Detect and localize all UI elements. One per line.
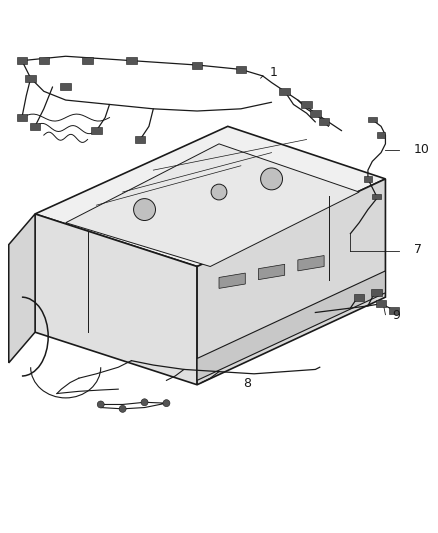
FancyBboxPatch shape (135, 136, 145, 143)
Polygon shape (219, 273, 245, 288)
FancyBboxPatch shape (236, 66, 246, 73)
FancyBboxPatch shape (389, 307, 399, 314)
FancyBboxPatch shape (377, 133, 385, 138)
Polygon shape (66, 144, 359, 266)
FancyBboxPatch shape (30, 123, 40, 130)
Circle shape (163, 400, 170, 407)
FancyBboxPatch shape (301, 101, 312, 108)
FancyBboxPatch shape (17, 57, 27, 64)
FancyBboxPatch shape (17, 114, 27, 121)
Circle shape (261, 168, 283, 190)
FancyBboxPatch shape (376, 300, 386, 307)
Polygon shape (35, 126, 385, 266)
Polygon shape (9, 214, 35, 363)
FancyBboxPatch shape (39, 57, 49, 64)
Polygon shape (197, 271, 385, 381)
FancyBboxPatch shape (368, 117, 377, 123)
FancyBboxPatch shape (279, 88, 290, 95)
Circle shape (97, 401, 104, 408)
FancyBboxPatch shape (354, 294, 364, 301)
Text: 1: 1 (269, 66, 277, 79)
Text: 9: 9 (392, 309, 400, 322)
Polygon shape (197, 179, 385, 385)
Text: 8: 8 (243, 377, 251, 390)
FancyBboxPatch shape (192, 61, 202, 69)
FancyBboxPatch shape (82, 57, 93, 64)
FancyBboxPatch shape (60, 84, 71, 91)
FancyBboxPatch shape (319, 118, 329, 125)
Circle shape (211, 184, 227, 200)
Polygon shape (35, 214, 197, 385)
Polygon shape (258, 264, 285, 280)
Text: 7: 7 (414, 244, 422, 256)
Circle shape (141, 399, 148, 406)
FancyBboxPatch shape (372, 194, 381, 199)
FancyBboxPatch shape (364, 176, 372, 182)
FancyBboxPatch shape (371, 289, 382, 296)
Circle shape (134, 199, 155, 221)
FancyBboxPatch shape (310, 110, 321, 117)
FancyBboxPatch shape (91, 127, 102, 134)
FancyBboxPatch shape (25, 75, 36, 82)
Text: 10: 10 (414, 143, 430, 156)
Polygon shape (298, 255, 324, 271)
Circle shape (119, 405, 126, 413)
FancyBboxPatch shape (126, 57, 137, 64)
